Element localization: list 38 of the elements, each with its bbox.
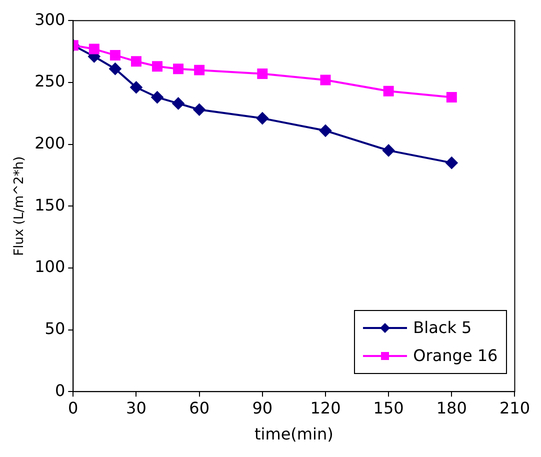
point bbox=[130, 81, 142, 94]
point bbox=[320, 74, 331, 86]
point bbox=[257, 68, 268, 80]
x-axis-title: time(min) bbox=[254, 424, 334, 444]
point bbox=[151, 91, 164, 104]
x-tick-label: 150 bbox=[373, 398, 404, 418]
y-tick-label: 300 bbox=[34, 10, 66, 29]
point bbox=[173, 64, 184, 74]
point bbox=[172, 97, 184, 110]
point bbox=[256, 112, 268, 124]
y-tick-label: 0 bbox=[54, 380, 66, 400]
point bbox=[110, 50, 120, 60]
point bbox=[382, 144, 395, 156]
point bbox=[130, 56, 142, 67]
point bbox=[319, 124, 332, 137]
legend-label: Orange 16 bbox=[413, 344, 498, 367]
y-tick-label: 200 bbox=[34, 133, 66, 152]
y-tick-label: 250 bbox=[34, 72, 66, 91]
y-axis-title: Flux (L/m^2*h) bbox=[12, 156, 28, 256]
point bbox=[152, 61, 162, 72]
point bbox=[383, 86, 394, 96]
point bbox=[446, 92, 457, 103]
point bbox=[446, 156, 458, 169]
y-tick-label: 50 bbox=[44, 318, 66, 338]
y-tick-label: 100 bbox=[34, 257, 66, 276]
x-tick-label: 0 bbox=[68, 398, 78, 418]
point bbox=[109, 62, 122, 75]
x-tick-label: 30 bbox=[126, 398, 146, 418]
x-tick-label: 210 bbox=[499, 398, 530, 418]
point bbox=[88, 44, 100, 54]
point bbox=[193, 104, 206, 116]
x-tick-label: 180 bbox=[436, 398, 467, 418]
x-tick-label: 90 bbox=[252, 398, 273, 418]
y-tick-label: 150 bbox=[34, 195, 66, 214]
point bbox=[194, 64, 205, 76]
x-tick-label: 60 bbox=[189, 398, 210, 418]
x-tick-label: 120 bbox=[310, 398, 341, 418]
legend-label: Black 5 bbox=[413, 316, 472, 339]
